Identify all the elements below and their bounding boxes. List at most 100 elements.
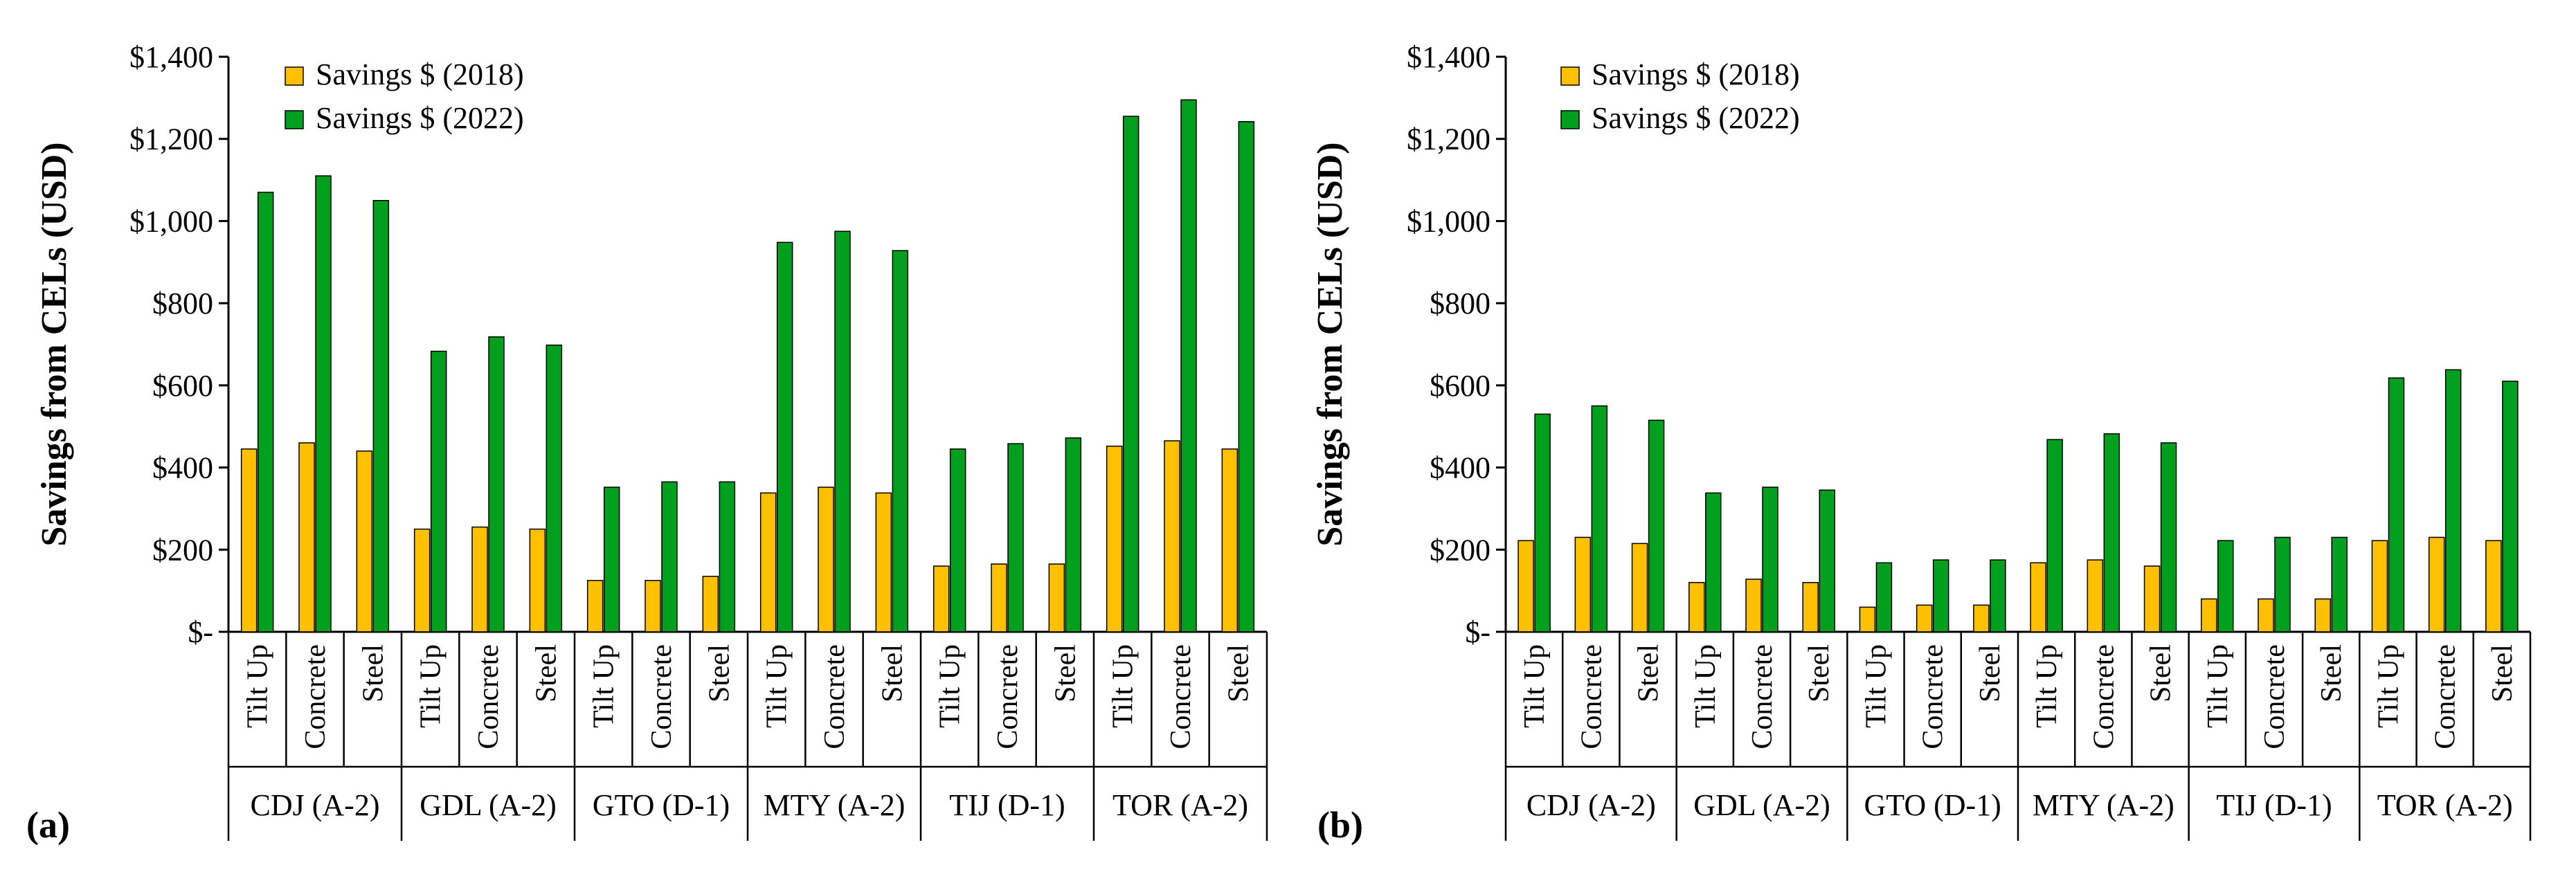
bar-2022 (2388, 377, 2405, 632)
group-label: CDJ (A-2) (251, 788, 380, 822)
bar-2022 (2502, 381, 2519, 632)
bar-2022 (2046, 439, 2063, 632)
category-label: Steel (2487, 644, 2519, 702)
bar-2018 (1859, 606, 1876, 632)
bar-2018 (2314, 598, 2331, 632)
bar-2018 (1688, 582, 1705, 632)
bar-2022 (1591, 405, 1608, 632)
bar-2022 (1762, 486, 1778, 632)
bar-2022 (430, 350, 447, 632)
bar-2018 (2428, 536, 2445, 632)
chart-panel-b: $- $200 $400 $600 $800 $1,000 $1,200 $1,400 Savi… (1310, 40, 2532, 846)
bar-2022 (1648, 419, 1665, 632)
y-tick-label: $400 (152, 451, 213, 485)
group-label: TIJ (D-1) (2216, 788, 2332, 822)
y-axis-title: Savings from CELs (USD) (35, 142, 74, 546)
category-label: Tilt Up (935, 644, 966, 728)
bar-2018 (875, 492, 892, 632)
group-label: TOR (A-2) (2377, 788, 2513, 822)
bar-2018 (991, 563, 1007, 632)
group-label: GTO (D-1) (593, 788, 730, 822)
category-label: Tilt Up (415, 644, 447, 728)
panel-label: (b) (1317, 804, 1363, 846)
bar-2018 (2030, 562, 2046, 632)
category-label: Steel (1633, 644, 1665, 702)
bar-2018 (2143, 565, 2161, 632)
group-label: TOR (A-2) (1113, 788, 1248, 822)
y-tick-label: $1,200 (1407, 122, 1490, 156)
y-axis-title: Savings from CELs (USD) (1310, 142, 1350, 546)
category-label: Steel (357, 644, 389, 702)
y-tick-label: $400 (1430, 451, 1490, 485)
category-label: Concrete (1747, 644, 1778, 749)
category-label: Concrete (473, 644, 505, 749)
bar-2018 (2371, 540, 2388, 632)
y-tick-label: $1,000 (1407, 204, 1490, 238)
legend-label: Savings $ (2018) (316, 57, 524, 91)
y-tick-label: $800 (152, 286, 213, 320)
bar-2022 (1990, 559, 2006, 632)
bar-2022 (892, 250, 909, 632)
category-label: Steel (2316, 644, 2348, 702)
bar-2022 (1705, 492, 1722, 632)
group-label: MTY (A-2) (2033, 788, 2174, 822)
category-label: Steel (2145, 644, 2177, 702)
legend-swatch (285, 66, 304, 86)
category-label: Concrete (300, 644, 332, 749)
group-label: CDJ (A-2) (1526, 788, 1656, 822)
bar-2018 (645, 580, 661, 632)
group-label: TIJ (D-1) (949, 788, 1065, 822)
panel-label: (a) (26, 804, 70, 846)
bar-2022 (1932, 559, 1949, 632)
bar-2018 (1164, 440, 1180, 632)
bar-2018 (1574, 536, 1592, 632)
bar-2022 (1534, 413, 1551, 632)
legend-swatch (1560, 66, 1580, 86)
bar-2018 (1802, 582, 1819, 632)
bar-2022 (2274, 536, 2291, 632)
bar-2022 (2103, 433, 2120, 632)
bar-2022 (949, 448, 966, 632)
category-label: Concrete (1576, 644, 1607, 749)
bar-2018 (1745, 579, 1762, 632)
y-tick-label: $600 (152, 369, 213, 403)
bar-2022 (2331, 536, 2348, 632)
category-label: Concrete (2259, 644, 2291, 749)
y-tick-label: $- (1465, 615, 1490, 649)
bar-2018 (1106, 445, 1123, 632)
y-tick-label: $200 (1430, 533, 1490, 567)
category-label: Concrete (646, 644, 678, 749)
category-label: Concrete (2088, 644, 2120, 749)
bar-2022 (488, 336, 505, 632)
bar-2018 (586, 580, 604, 632)
bar-2018 (356, 450, 373, 632)
bar-2018 (2201, 598, 2217, 632)
y-tick-label: $1,200 (129, 122, 213, 156)
bar-2022 (1875, 562, 1893, 632)
category-label: Steel (876, 644, 908, 702)
bar-2022 (546, 344, 563, 632)
category-label: Steel (703, 644, 735, 702)
bar-2018 (933, 565, 950, 632)
bar-2022 (2444, 369, 2462, 632)
bar-2022 (257, 192, 274, 632)
bar-2018 (1221, 448, 1239, 632)
bar-2022 (1819, 489, 1835, 632)
bar-2022 (834, 230, 851, 632)
category-label: Tilt Up (1860, 644, 1892, 728)
bar-2018 (413, 528, 431, 632)
bar-2018 (1631, 543, 1648, 632)
chart-panel-a: $- $200 $400 $600 $800 $1,000 $1,200 $1,400 Savi… (26, 40, 1268, 846)
bar-2022 (372, 200, 390, 632)
category-label: Tilt Up (242, 644, 274, 728)
y-tick-label: $200 (152, 533, 213, 567)
legend-label: Savings $ (2022) (316, 101, 524, 135)
category-label: Tilt Up (588, 644, 620, 728)
group-label: GDL (A-2) (1693, 788, 1830, 822)
group-label: GDL (A-2) (420, 788, 557, 822)
bar-2018 (1973, 604, 1990, 632)
category-label: Tilt Up (1519, 644, 1551, 728)
bar-2022 (1180, 99, 1197, 632)
category-label: Concrete (992, 644, 1024, 749)
